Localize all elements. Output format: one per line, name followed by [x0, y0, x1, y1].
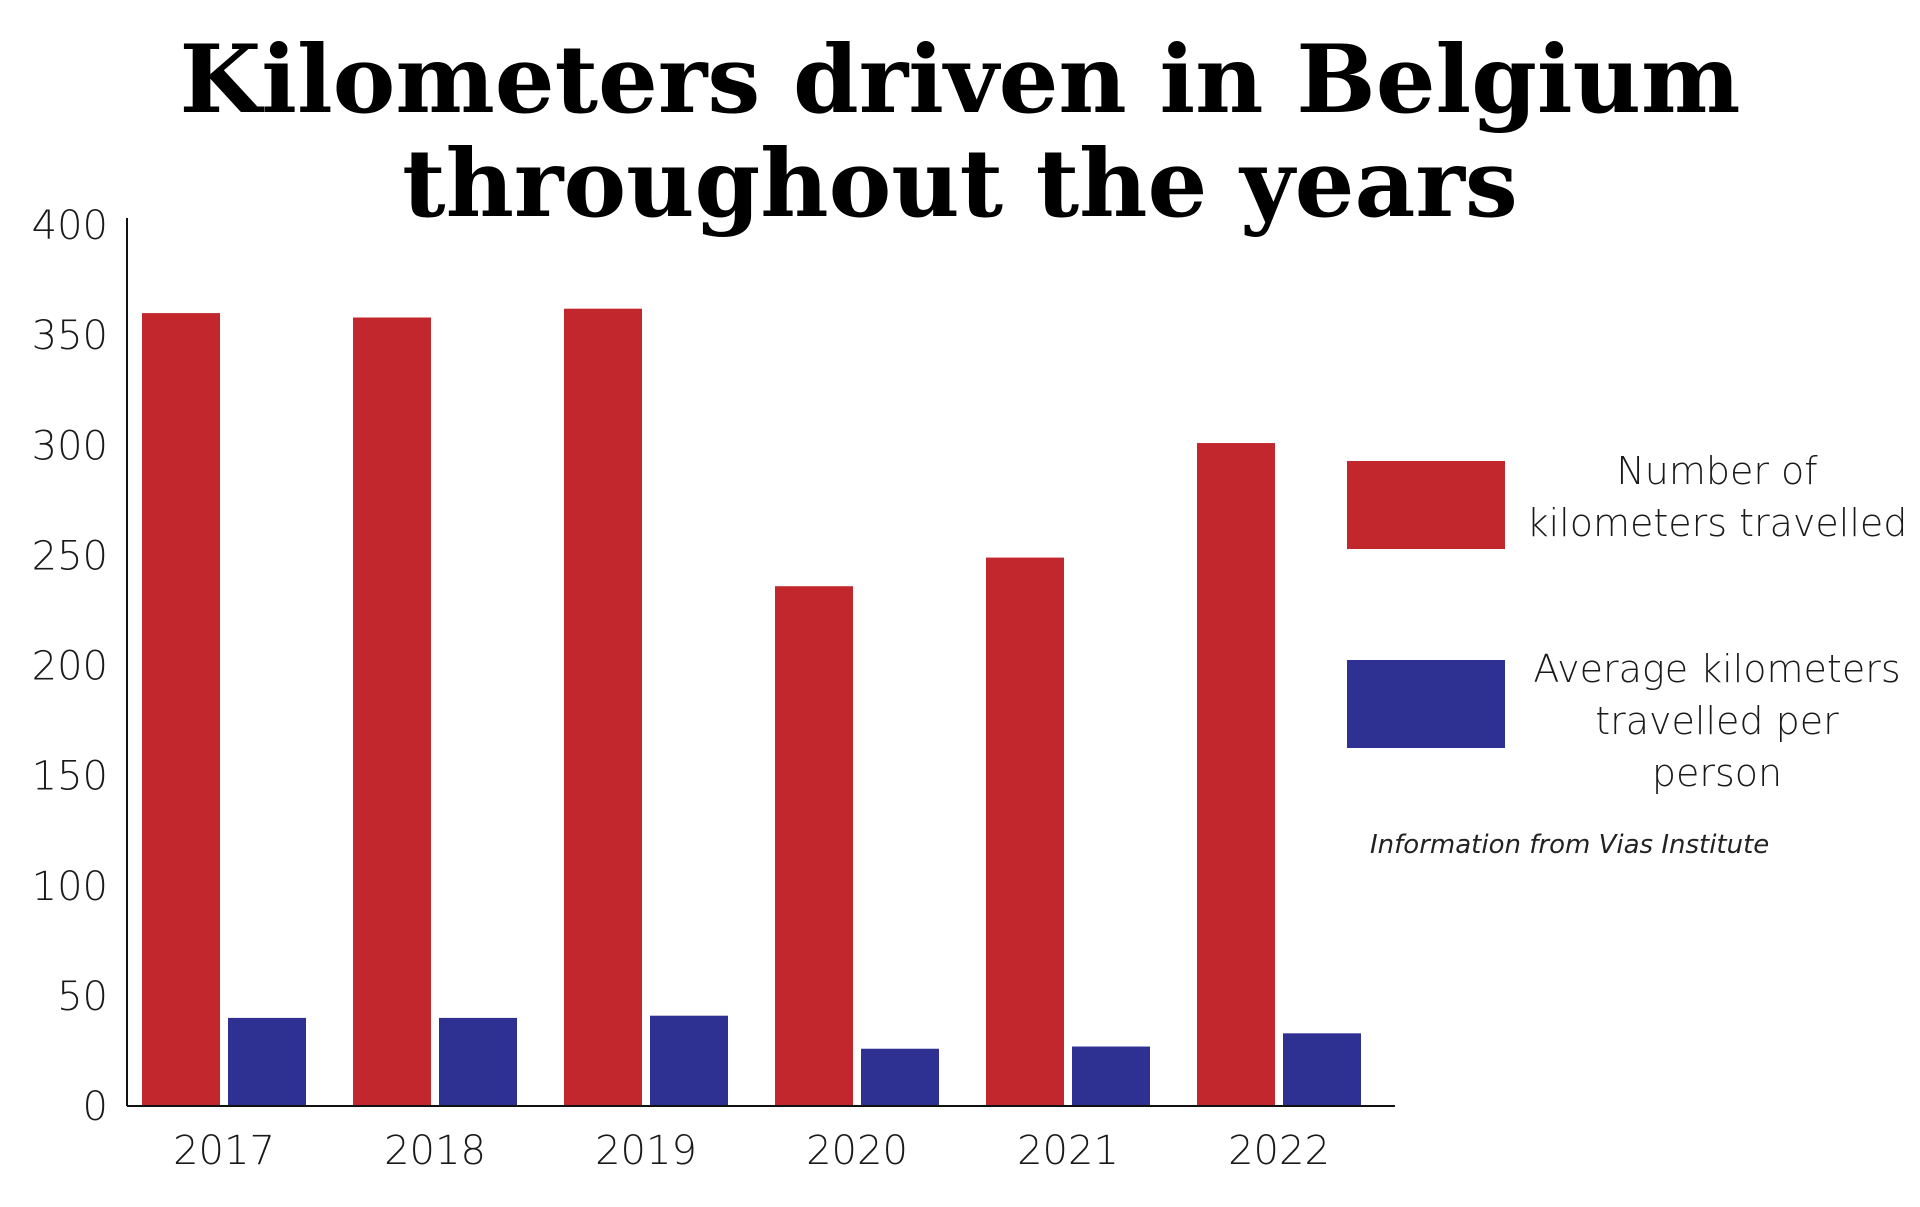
legend-swatch-total-km: [1347, 461, 1505, 549]
x-tick-label: 2021: [1017, 1128, 1119, 1174]
legend-label-line: Average kilometers: [1533, 647, 1901, 691]
bar-avg-km: [439, 1017, 517, 1106]
y-tick-label: 350: [32, 313, 108, 359]
y-tick-label: 200: [32, 644, 108, 690]
chart-title: Kilometers driven in Belgium throughout …: [0, 28, 1920, 236]
legend-label-line: kilometers travelled: [1526, 501, 1908, 545]
x-tick-label: 2022: [1228, 1128, 1330, 1174]
legend-swatch-avg-km: [1347, 660, 1505, 748]
x-tick-label: 2020: [806, 1128, 908, 1174]
legend-label-total-km: Number of kilometers travelled: [1517, 445, 1917, 549]
bar-avg-km: [228, 1017, 306, 1106]
legend-item-total-km: Number of kilometers travelled: [1347, 445, 1917, 565]
bar-avg-km: [1072, 1046, 1150, 1106]
legend-label-avg-km: Average kilometers travelled per person: [1517, 643, 1917, 799]
bar-total-km: [775, 586, 853, 1106]
y-tick-label: 250: [32, 533, 108, 579]
bar-total-km: [142, 313, 220, 1107]
legend-label-line: person: [1651, 751, 1783, 795]
x-tick-label: 2019: [595, 1128, 697, 1174]
chart-title-line-2: throughout the years: [402, 129, 1518, 239]
y-tick-label: 0: [83, 1084, 108, 1130]
y-tick-label: 150: [32, 754, 108, 800]
bar-total-km: [986, 557, 1064, 1106]
y-tick-label: 400: [32, 203, 108, 249]
bar-avg-km: [861, 1048, 939, 1106]
legend-item-avg-km: Average kilometers travelled per person: [1347, 643, 1917, 803]
y-tick-label: 300: [32, 423, 108, 469]
bar-total-km: [353, 317, 431, 1106]
bar-avg-km: [650, 1015, 728, 1106]
bar-avg-km: [1283, 1033, 1361, 1106]
bar-total-km: [564, 308, 642, 1106]
chart-title-line-1: Kilometers driven in Belgium: [179, 25, 1741, 135]
y-tick-label: 100: [32, 864, 108, 910]
legend-label-line: Number of: [1616, 449, 1818, 493]
legend-label-line: travelled per: [1595, 699, 1839, 743]
x-tick-label: 2017: [173, 1128, 275, 1174]
x-tick-label: 2018: [384, 1128, 486, 1174]
bar-total-km: [1197, 443, 1275, 1106]
y-tick-label: 50: [57, 974, 108, 1020]
source-note: Information from Vias Institute: [1370, 830, 1770, 860]
